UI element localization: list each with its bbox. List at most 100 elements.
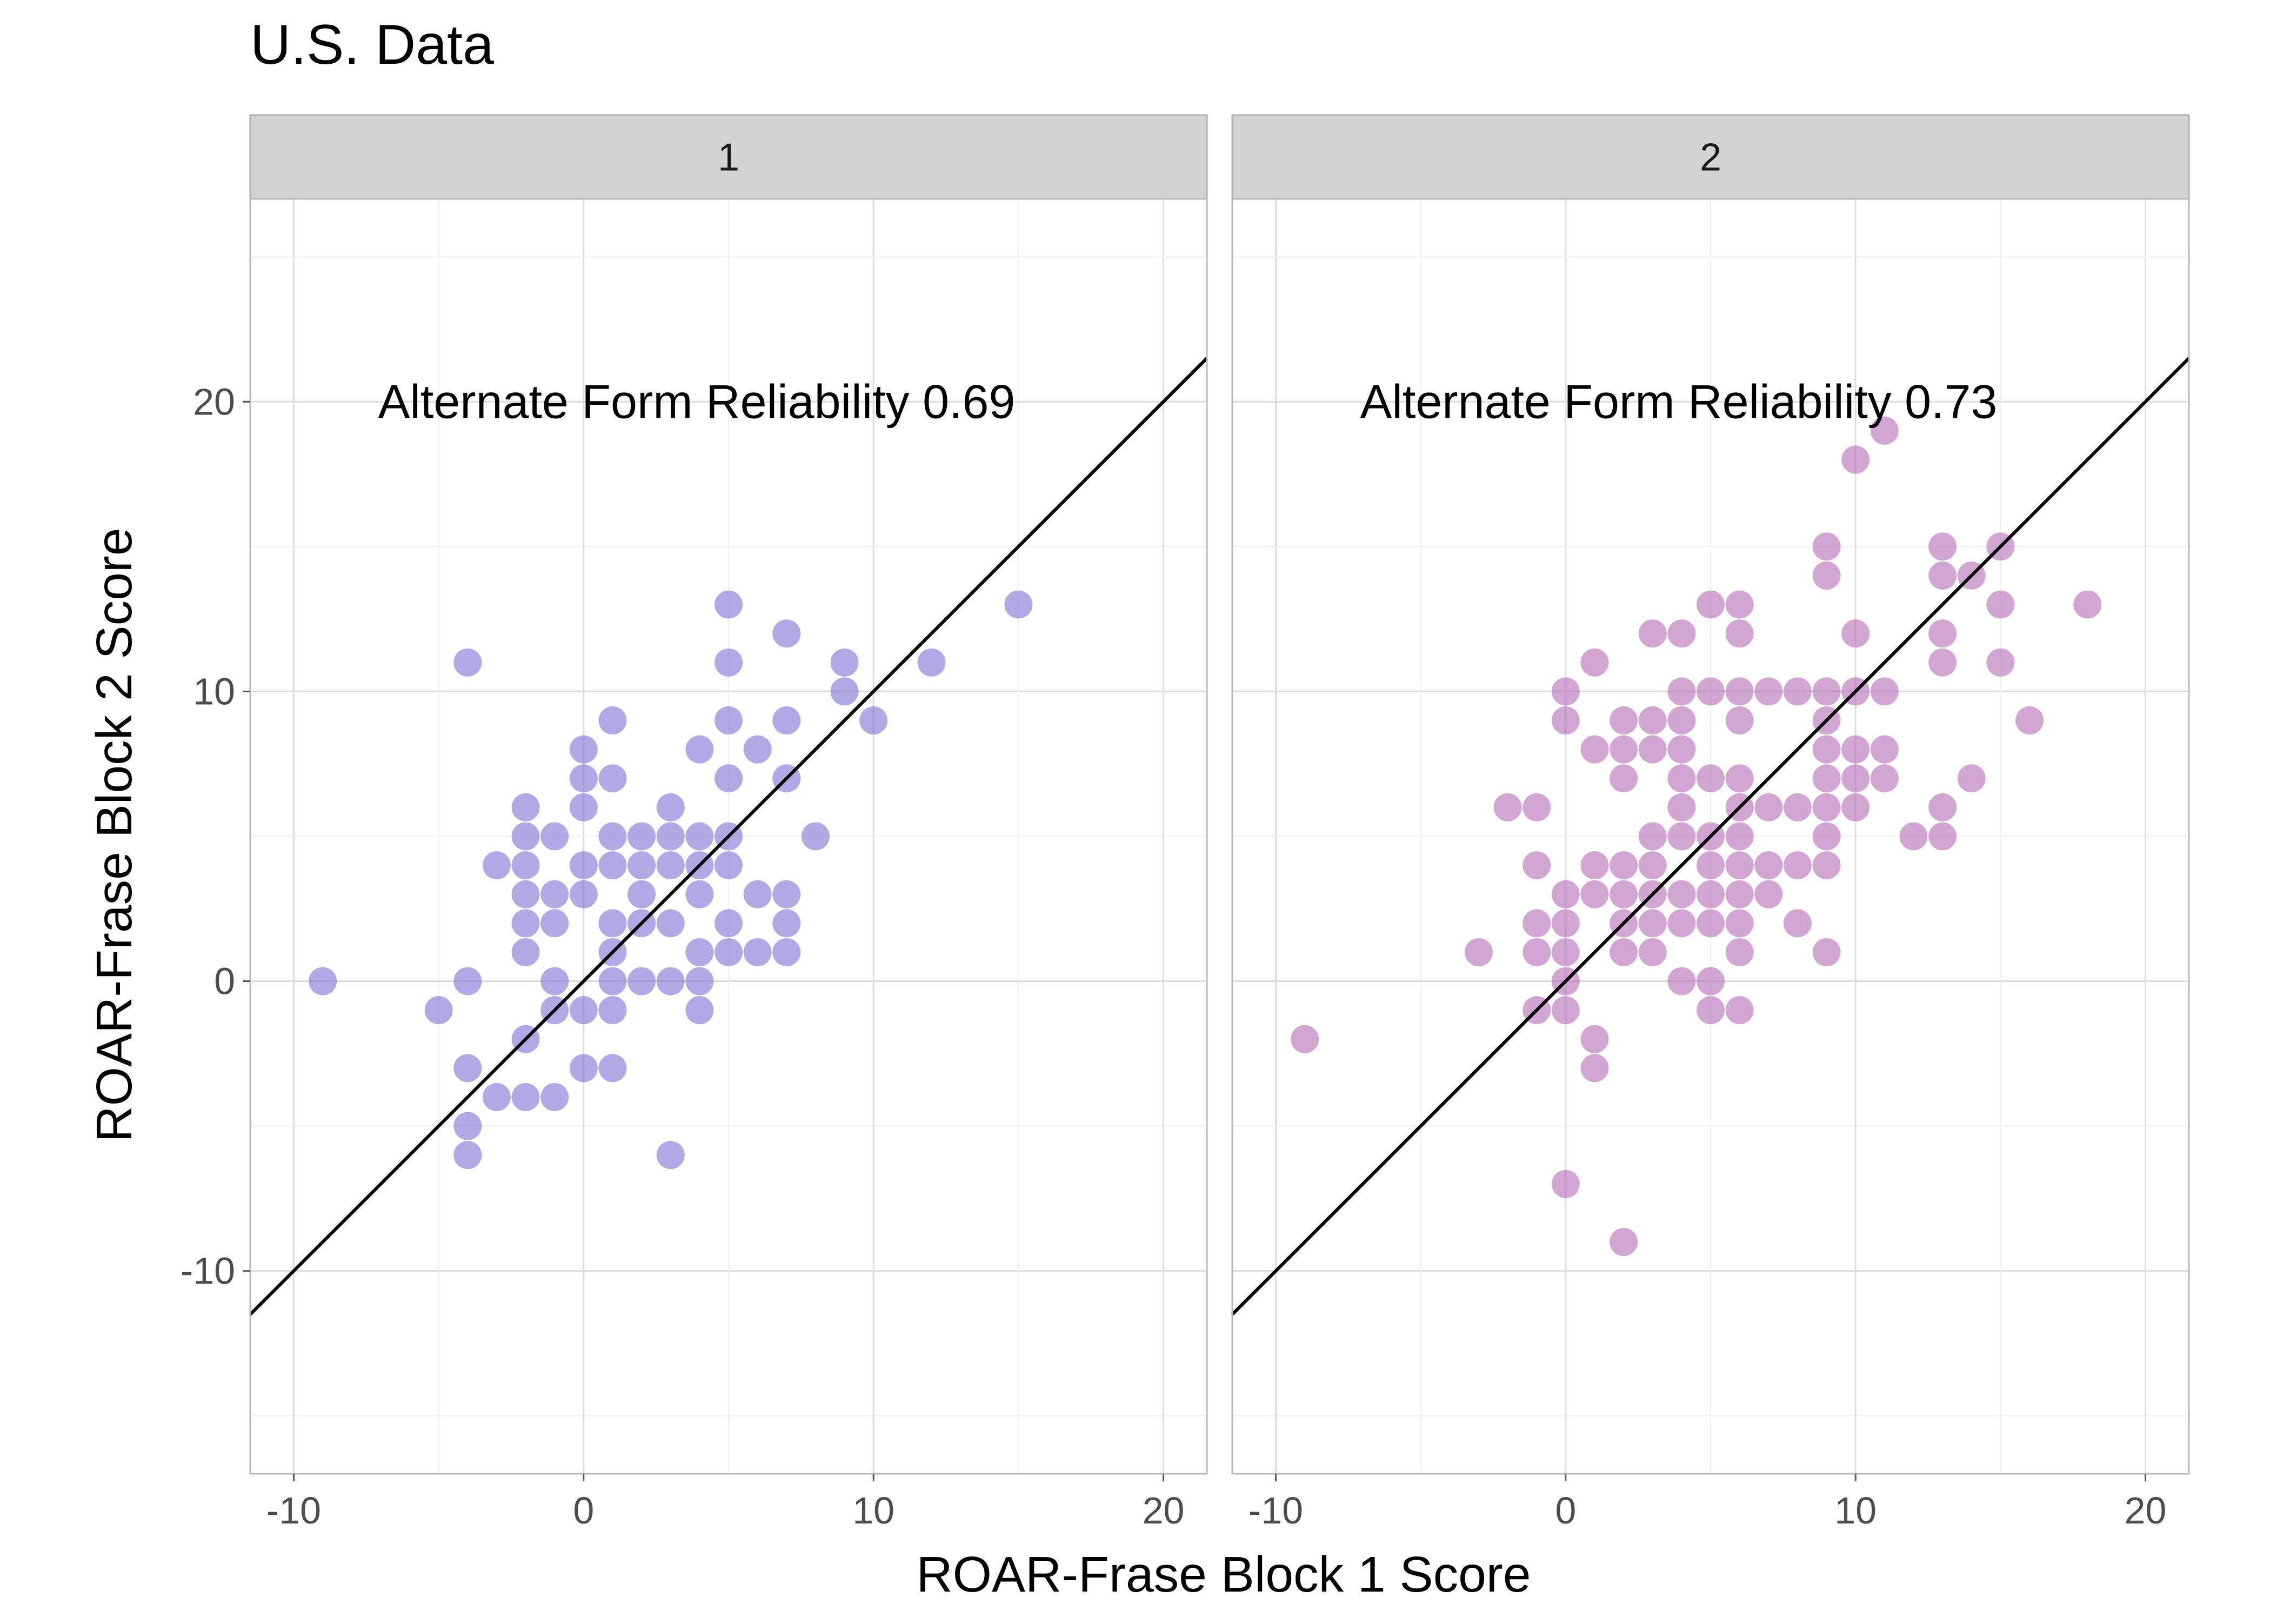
data-point <box>1493 793 1522 821</box>
data-point <box>1523 793 1551 821</box>
chart-title: U.S. Data <box>250 14 494 76</box>
data-point <box>511 1083 540 1112</box>
data-point <box>1610 764 1638 793</box>
data-point <box>1812 561 1841 590</box>
data-point <box>1725 706 1754 735</box>
data-point <box>1812 532 1841 561</box>
data-point <box>772 938 801 966</box>
data-point <box>772 909 801 938</box>
data-point <box>540 967 569 995</box>
gridlines <box>250 199 1207 1474</box>
data-point <box>598 851 627 880</box>
data-point <box>511 880 540 908</box>
data-point <box>1638 706 1667 735</box>
data-point <box>830 648 859 677</box>
x-tick-label: 0 <box>1555 1489 1576 1532</box>
data-point <box>1697 590 1725 619</box>
data-point <box>1667 793 1696 821</box>
data-point <box>1610 1228 1638 1257</box>
data-point <box>1638 938 1667 966</box>
data-point <box>511 822 540 851</box>
data-point <box>1870 735 1899 764</box>
data-point <box>1928 619 1957 648</box>
data-point <box>1783 793 1812 821</box>
data-point <box>627 967 656 995</box>
data-point <box>598 1054 627 1082</box>
data-point <box>1841 735 1870 764</box>
data-point <box>424 996 453 1025</box>
data-point <box>1841 764 1870 793</box>
data-point <box>627 851 656 880</box>
data-point <box>511 909 540 938</box>
data-point <box>453 1054 482 1082</box>
data-point <box>1783 909 1812 938</box>
data-point <box>656 909 685 938</box>
data-point <box>656 793 685 821</box>
data-point <box>1725 880 1754 908</box>
panel-border <box>1231 198 2190 1475</box>
y-tick-label: 10 <box>193 670 235 712</box>
data-point <box>1754 851 1783 880</box>
data-point <box>1667 677 1696 706</box>
data-point <box>1783 851 1812 880</box>
data-point <box>598 996 627 1025</box>
data-point <box>772 619 801 648</box>
reliability-annotation: Alternate Form Reliability 0.69 <box>378 375 1016 428</box>
gridlines <box>1232 199 2189 1474</box>
data-point <box>715 590 743 619</box>
data-point <box>1638 909 1667 938</box>
data-point <box>685 880 714 908</box>
data-point <box>453 1112 482 1140</box>
data-point <box>1725 996 1754 1025</box>
data-point <box>598 909 627 938</box>
data-point <box>715 851 743 880</box>
data-point <box>1580 735 1609 764</box>
data-point <box>1697 880 1725 908</box>
data-point <box>1551 677 1580 706</box>
data-point <box>1551 880 1580 908</box>
data-point <box>1725 619 1754 648</box>
data-point <box>1697 677 1725 706</box>
data-point <box>1754 793 1783 821</box>
reliability-annotation: Alternate Form Reliability 0.73 <box>1360 375 1998 428</box>
y-tick-label: 20 <box>193 380 235 423</box>
data-point <box>598 822 627 851</box>
data-point <box>511 851 540 880</box>
data-point <box>1580 851 1609 880</box>
data-point <box>511 793 540 821</box>
panel-strip <box>249 114 1208 200</box>
data-point <box>772 880 801 908</box>
data-point <box>1551 996 1580 1025</box>
panel-2: 2 Alternate Form Reliability 0.73 -10 0 10 20 <box>1231 114 2191 1532</box>
data-point <box>1725 764 1754 793</box>
data-point <box>1610 880 1638 908</box>
data-point <box>1667 706 1696 735</box>
data-point <box>1812 822 1841 851</box>
data-point <box>453 1141 482 1169</box>
data-point <box>1610 938 1638 966</box>
data-point <box>540 880 569 908</box>
data-point <box>1667 764 1696 793</box>
data-point <box>1638 619 1667 648</box>
data-point <box>1523 938 1551 966</box>
data-point <box>598 967 627 995</box>
data-point <box>715 938 743 966</box>
data-point <box>1899 822 1928 851</box>
data-point <box>1957 764 1986 793</box>
data-point <box>1986 590 2015 619</box>
data-point <box>656 967 685 995</box>
data-point <box>685 938 714 966</box>
data-point <box>1812 764 1841 793</box>
data-point <box>2015 706 2044 735</box>
data-point <box>569 764 598 793</box>
data-point <box>859 706 888 735</box>
data-point <box>1812 851 1841 880</box>
data-point <box>1725 851 1754 880</box>
panel-border <box>249 198 1208 1475</box>
data-point <box>482 1083 511 1112</box>
data-point <box>1464 938 1493 966</box>
data-point <box>1551 938 1580 966</box>
data-point <box>1754 677 1783 706</box>
data-point <box>1697 909 1725 938</box>
